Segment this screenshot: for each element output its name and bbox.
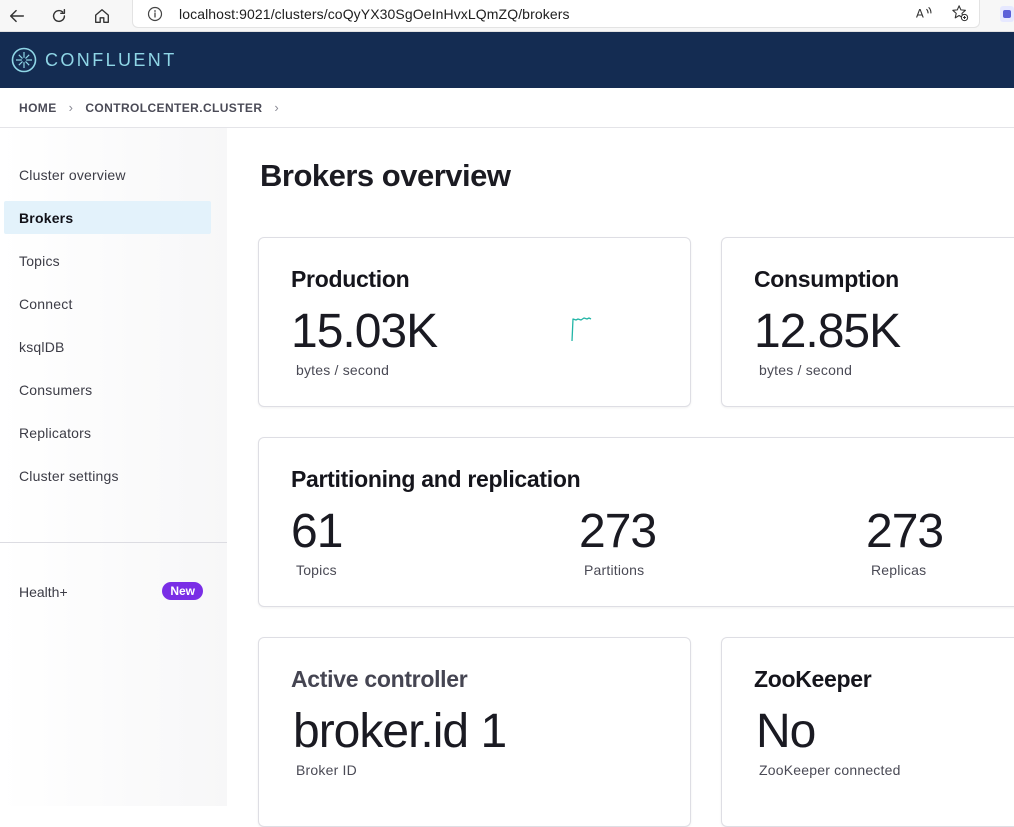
partitions-label: Partitions: [584, 562, 645, 578]
url-text[interactable]: localhost:9021/clusters/coQyYX30SgOeInHv…: [179, 5, 570, 22]
partitioning-title: Partitioning and replication: [291, 466, 581, 492]
arrow-left-icon: [9, 9, 25, 23]
replicas-stat[interactable]: 273 Replicas: [866, 504, 944, 578]
confluent-logo-icon[interactable]: [11, 47, 37, 73]
sidebar: Cluster overview Brokers Topics Connect …: [0, 128, 227, 806]
sidebar-item-connect[interactable]: Connect: [19, 295, 73, 312]
topics-stat[interactable]: 61 Topics: [291, 504, 343, 578]
partitioning-card[interactable]: Partitioning and replication 61 Topics 2…: [258, 437, 1014, 607]
sidebar-item-replicators[interactable]: Replicators: [19, 424, 92, 441]
favorite-add-icon[interactable]: [951, 4, 969, 22]
zookeeper-title: ZooKeeper: [754, 666, 872, 692]
zookeeper-value: No: [756, 705, 816, 758]
breadcrumb: HOME › CONTROLCENTER.CLUSTER ›: [0, 88, 1014, 128]
page-title: Brokers overview: [260, 158, 511, 193]
brand-name[interactable]: CONFLUENT: [45, 49, 177, 70]
active-controller-title: Active controller: [291, 666, 468, 692]
replicas-label: Replicas: [871, 562, 927, 578]
sidebar-item-health-plus[interactable]: Health+ New: [4, 576, 211, 608]
sidebar-item-cluster-overview[interactable]: Cluster overview: [19, 166, 126, 183]
sidebar-divider: [0, 542, 227, 543]
back-button[interactable]: [0, 0, 34, 32]
replicas-count: 273: [866, 505, 944, 558]
production-unit: bytes / second: [296, 362, 390, 378]
sidebar-item-consumers[interactable]: Consumers: [19, 381, 93, 398]
sidebar-item-brokers[interactable]: Brokers: [4, 201, 211, 234]
svg-text:A: A: [916, 7, 924, 21]
app-header: CONFLUENT: [0, 32, 1014, 88]
home-button[interactable]: [85, 0, 119, 32]
home-icon: [95, 9, 109, 23]
info-icon[interactable]: [147, 6, 163, 22]
production-value: 15.03K: [291, 305, 438, 358]
breadcrumb-cluster[interactable]: CONTROLCENTER.CLUSTER: [85, 100, 263, 115]
health-plus-label: Health+: [19, 584, 68, 600]
production-title: Production: [291, 266, 410, 292]
extension-icon[interactable]: [1000, 6, 1014, 22]
active-controller-value: broker.id 1: [293, 705, 507, 758]
refresh-button[interactable]: [42, 0, 76, 32]
production-sparkline: [571, 317, 592, 342]
browser-toolbar: localhost:9021/clusters/coQyYX30SgOeInHv…: [0, 0, 1014, 32]
chevron-right-icon: ›: [274, 100, 280, 115]
production-card[interactable]: Production 15.03K bytes / second: [258, 237, 691, 407]
consumption-value: 12.85K: [754, 305, 901, 358]
chevron-right-icon: ›: [68, 100, 74, 115]
consumption-unit: bytes / second: [759, 362, 853, 378]
read-aloud-icon[interactable]: A: [915, 4, 933, 22]
topics-count: 61: [291, 505, 343, 558]
topics-label: Topics: [296, 562, 337, 578]
active-controller-card[interactable]: Active controller broker.id 1 Broker ID: [258, 637, 691, 827]
sidebar-item-ksqldb[interactable]: ksqlDB: [19, 338, 65, 355]
zookeeper-card[interactable]: ZooKeeper No ZooKeeper connected: [721, 637, 1014, 827]
sidebar-item-cluster-settings[interactable]: Cluster settings: [19, 467, 119, 484]
partitions-stat[interactable]: 273 Partitions: [579, 504, 657, 578]
sidebar-item-topics[interactable]: Topics: [19, 252, 60, 269]
partitions-count: 273: [579, 505, 657, 558]
refresh-icon: [52, 8, 66, 23]
address-bar[interactable]: localhost:9021/clusters/coQyYX30SgOeInHv…: [132, 0, 980, 28]
active-controller-label: Broker ID: [296, 762, 357, 778]
zookeeper-label: ZooKeeper connected: [759, 762, 901, 778]
new-badge: New: [162, 582, 203, 600]
breadcrumb-home[interactable]: HOME: [19, 100, 57, 115]
consumption-card[interactable]: Consumption 12.85K bytes / second: [721, 237, 1014, 407]
consumption-title: Consumption: [754, 266, 899, 292]
